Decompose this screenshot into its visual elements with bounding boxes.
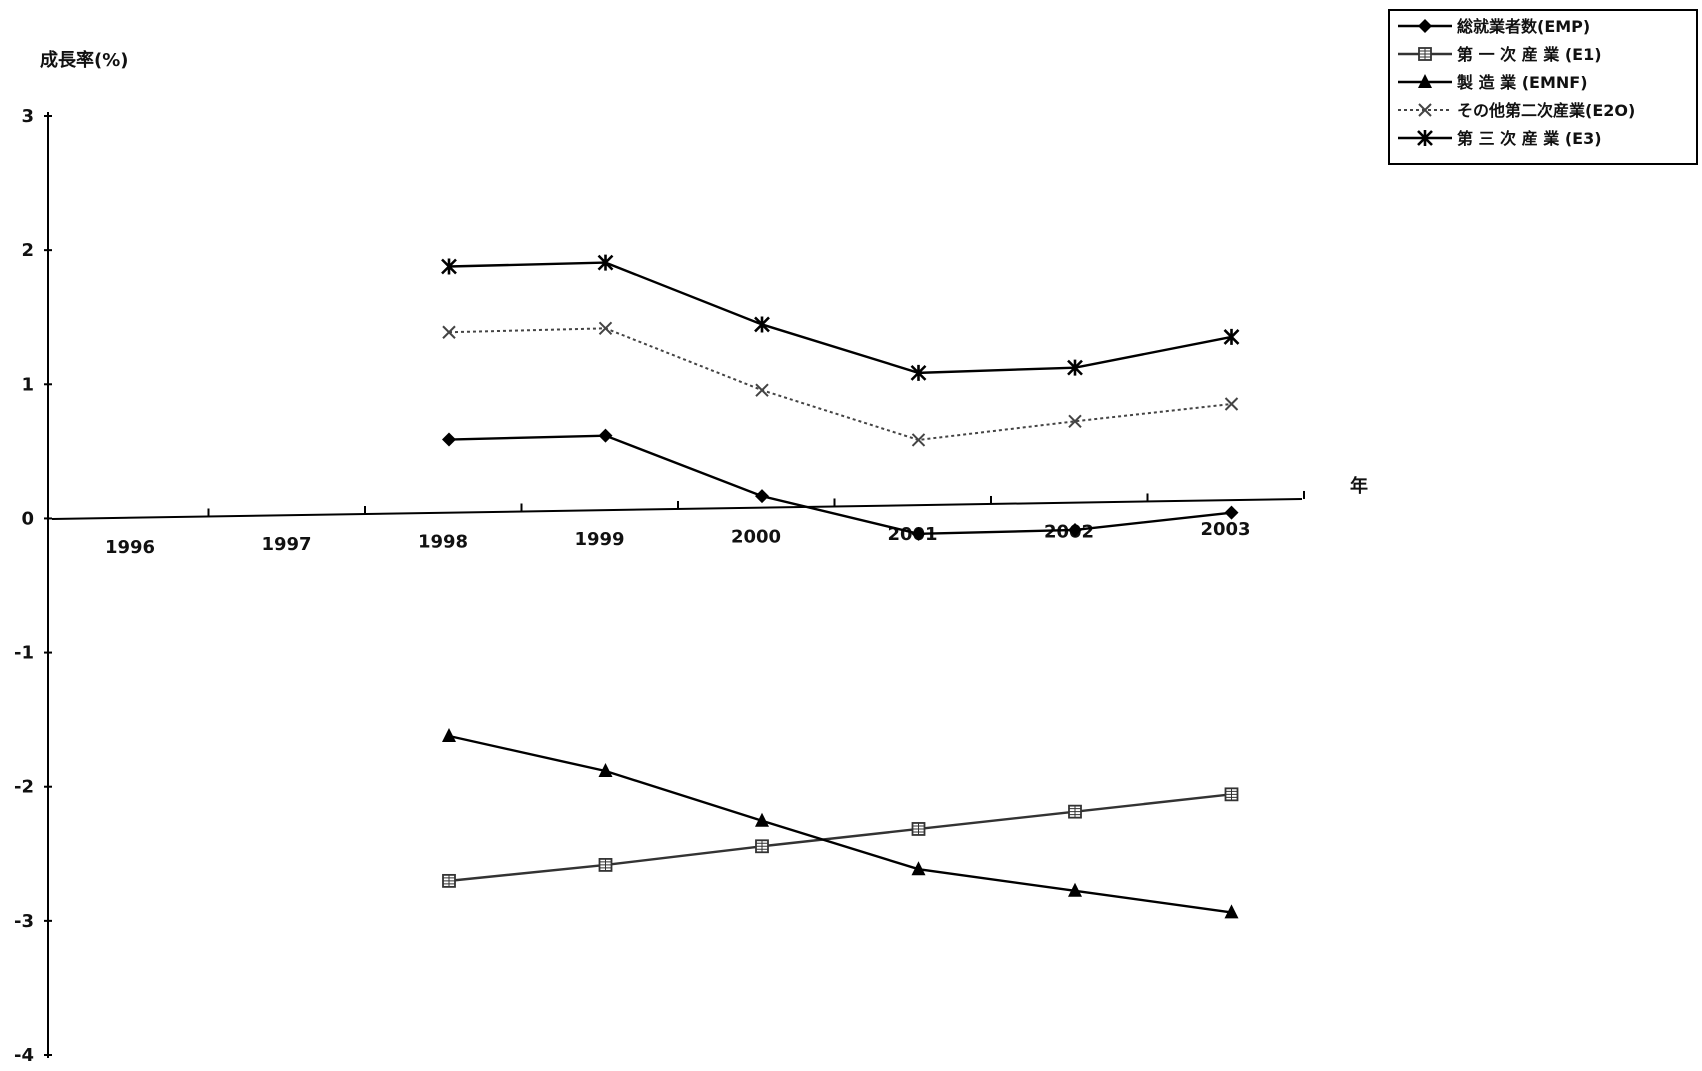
y-tick-label: 3 (21, 106, 34, 127)
data-point-marker (598, 858, 613, 872)
x-tick-label: 2000 (731, 527, 781, 548)
legend-marker (1418, 19, 1432, 33)
legend-label: その他第二次産業(E2O) (1457, 101, 1635, 120)
y-tick-label: -3 (14, 911, 34, 932)
data-point-marker (755, 489, 769, 504)
legend-marker (1418, 103, 1432, 117)
y-tick-label: -1 (14, 643, 34, 664)
series-line (448, 261, 1232, 375)
data-point-marker (754, 316, 770, 333)
x-tick-label: 1997 (261, 534, 311, 555)
data-point-marker (442, 728, 456, 743)
legend-entry: 第 一 次 産 業 (E1) (1398, 45, 1602, 64)
legend-label: 第 三 次 産 業 (E3) (1457, 129, 1602, 148)
series-1 (442, 787, 1239, 888)
data-point-marker (1224, 904, 1239, 919)
legend-label: 総就業者数(EMP) (1457, 17, 1590, 36)
series-3 (442, 321, 1239, 447)
data-point-marker (442, 325, 456, 339)
x-tick-label: 2003 (1200, 519, 1250, 540)
data-point-marker (1068, 522, 1082, 537)
data-point-marker (755, 812, 769, 827)
data-point-marker (910, 364, 927, 381)
legend-label: 第 一 次 産 業 (E1) (1457, 45, 1602, 64)
legend-marker (1418, 47, 1432, 61)
x-tick-label: 1998 (418, 532, 468, 553)
series-2 (442, 728, 1239, 919)
x-axis-line (51, 498, 1303, 520)
data-point-marker (911, 861, 926, 876)
data-point-marker (1067, 359, 1083, 376)
y-tick-label: 1 (21, 374, 34, 395)
data-point-marker (1224, 397, 1239, 411)
data-point-marker (1224, 787, 1239, 802)
legend-label: 製 造 業 (EMNF) (1456, 73, 1588, 92)
data-point-marker (598, 763, 613, 778)
data-point-marker (442, 873, 456, 888)
data-point-marker (1068, 882, 1082, 897)
data-point-marker (911, 526, 926, 541)
y-tick-label: 2 (21, 240, 34, 261)
data-point-marker (911, 433, 926, 447)
series-line (448, 327, 1232, 441)
y-tick-label: -4 (14, 1045, 34, 1066)
series-line (448, 734, 1232, 914)
legend-entry: 第 三 次 産 業 (E3) (1398, 129, 1602, 148)
data-point-marker (1068, 804, 1082, 819)
data-point-marker (1224, 505, 1239, 520)
series-layer (441, 254, 1240, 919)
legend-entry: その他第二次産業(E2O) (1398, 101, 1635, 120)
y-tick-label: 0 (21, 508, 34, 529)
legend: 総就業者数(EMP) 第 一 次 産 業 (E1) 製 造 業 (EMNF) その他第… (1388, 9, 1698, 165)
series-4 (441, 254, 1240, 381)
legend-entry: 総就業者数(EMP) (1398, 17, 1590, 36)
x-tick-label: 1999 (574, 529, 624, 550)
series-line (448, 434, 1232, 536)
data-point-marker (911, 822, 926, 836)
data-point-marker (755, 839, 769, 854)
series-line (448, 793, 1232, 883)
data-point-marker (598, 321, 613, 336)
y-axis-ticks: 3 2 1 0 -1 -2 -3 -4 (14, 106, 52, 1066)
x-tick-label: 1996 (105, 537, 155, 558)
x-tick-label: 2002 (1044, 522, 1094, 543)
data-point-marker (598, 428, 613, 443)
y-tick-label: -2 (14, 777, 34, 798)
data-point-marker (1223, 328, 1240, 345)
data-point-marker (441, 258, 457, 275)
x-axis-title: 年 (1350, 475, 1368, 497)
y-axis-title: 成長率(%) (40, 49, 129, 71)
data-point-marker (755, 383, 769, 397)
series-0 (442, 428, 1239, 541)
legend-marker (1418, 74, 1432, 88)
data-point-marker (442, 432, 456, 447)
legend-entry: 製 造 業 (EMNF) (1398, 73, 1588, 92)
data-point-marker (1068, 414, 1082, 429)
legend-marker (1417, 130, 1433, 146)
data-point-marker (597, 254, 614, 271)
